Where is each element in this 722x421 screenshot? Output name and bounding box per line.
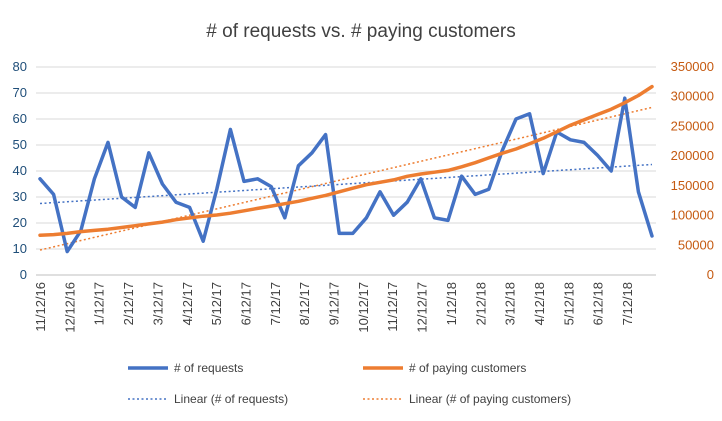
x-tick-label: 5/12/17: [209, 282, 224, 325]
legend-label: # of requests: [174, 361, 243, 375]
x-tick-label: 6/12/17: [238, 282, 253, 325]
y-right-tick-label: 250000: [671, 118, 714, 133]
series-line: [38, 84, 654, 237]
x-tick-label: 4/12/18: [532, 282, 547, 325]
legend-label: # of paying customers: [409, 361, 526, 375]
x-tick-label: 10/12/17: [356, 282, 371, 333]
y-right-tick-label: 50000: [678, 237, 714, 252]
x-tick-label: 1/12/17: [92, 282, 107, 325]
x-tick-label: 8/12/17: [297, 282, 312, 325]
x-tick-label: 5/12/18: [561, 282, 576, 325]
y-left-tick-label: 0: [20, 267, 27, 282]
y-left-tick-label: 60: [13, 111, 27, 126]
y-left-tick-label: 20: [13, 215, 27, 230]
y-left-tick-label: 10: [13, 241, 27, 256]
x-tick-label: 11/12/17: [385, 282, 400, 332]
series-line: [38, 96, 654, 254]
x-tick-label: 11/12/16: [33, 282, 48, 332]
y-left-tick-label: 80: [13, 59, 27, 74]
x-tick-label: 2/12/17: [121, 282, 136, 325]
gridlines: [36, 66, 656, 250]
chart-title: # of requests vs. # paying customers: [206, 21, 515, 42]
y-right-tick-label: 300000: [671, 89, 714, 104]
x-tick-label: 3/12/18: [503, 282, 518, 325]
x-tick-label: 3/12/17: [150, 282, 165, 325]
x-tick-label: 1/12/18: [444, 282, 459, 325]
x-tick-label: 2/12/18: [473, 282, 488, 325]
y-left-tick-label: 70: [13, 85, 27, 100]
y-right-tick-label: 200000: [671, 148, 714, 163]
legend-label: Linear (# of paying customers): [409, 392, 571, 406]
x-tick-label: 7/12/17: [268, 282, 283, 325]
x-tick-label: 4/12/17: [180, 282, 195, 325]
legend-label: Linear (# of requests): [174, 392, 288, 406]
legend: # of requests # of paying customers Linear…: [128, 361, 571, 406]
x-tick-label: 7/12/18: [620, 282, 635, 325]
trendline: [39, 163, 653, 205]
y-right-tick-label: 150000: [671, 178, 714, 193]
y-left-tick-label: 50: [13, 137, 27, 152]
x-tick-label: 12/12/17: [415, 282, 430, 333]
y-right-tick-label: 0: [707, 267, 714, 282]
x-tick-label: 6/12/18: [591, 282, 606, 325]
y-right-tick-label: 100000: [671, 208, 714, 223]
y-left-tick-label: 40: [13, 163, 27, 178]
series-lines: [38, 84, 654, 254]
axes: 0 10 20 30 40 50 60 70 80 0 50000 100000 150000 20000…: [13, 59, 714, 333]
y-left-tick-label: 30: [13, 189, 27, 204]
x-tick-label: 12/12/16: [62, 282, 77, 333]
y-right-tick-label: 350000: [671, 59, 714, 74]
x-tick-label: 9/12/17: [327, 282, 342, 325]
